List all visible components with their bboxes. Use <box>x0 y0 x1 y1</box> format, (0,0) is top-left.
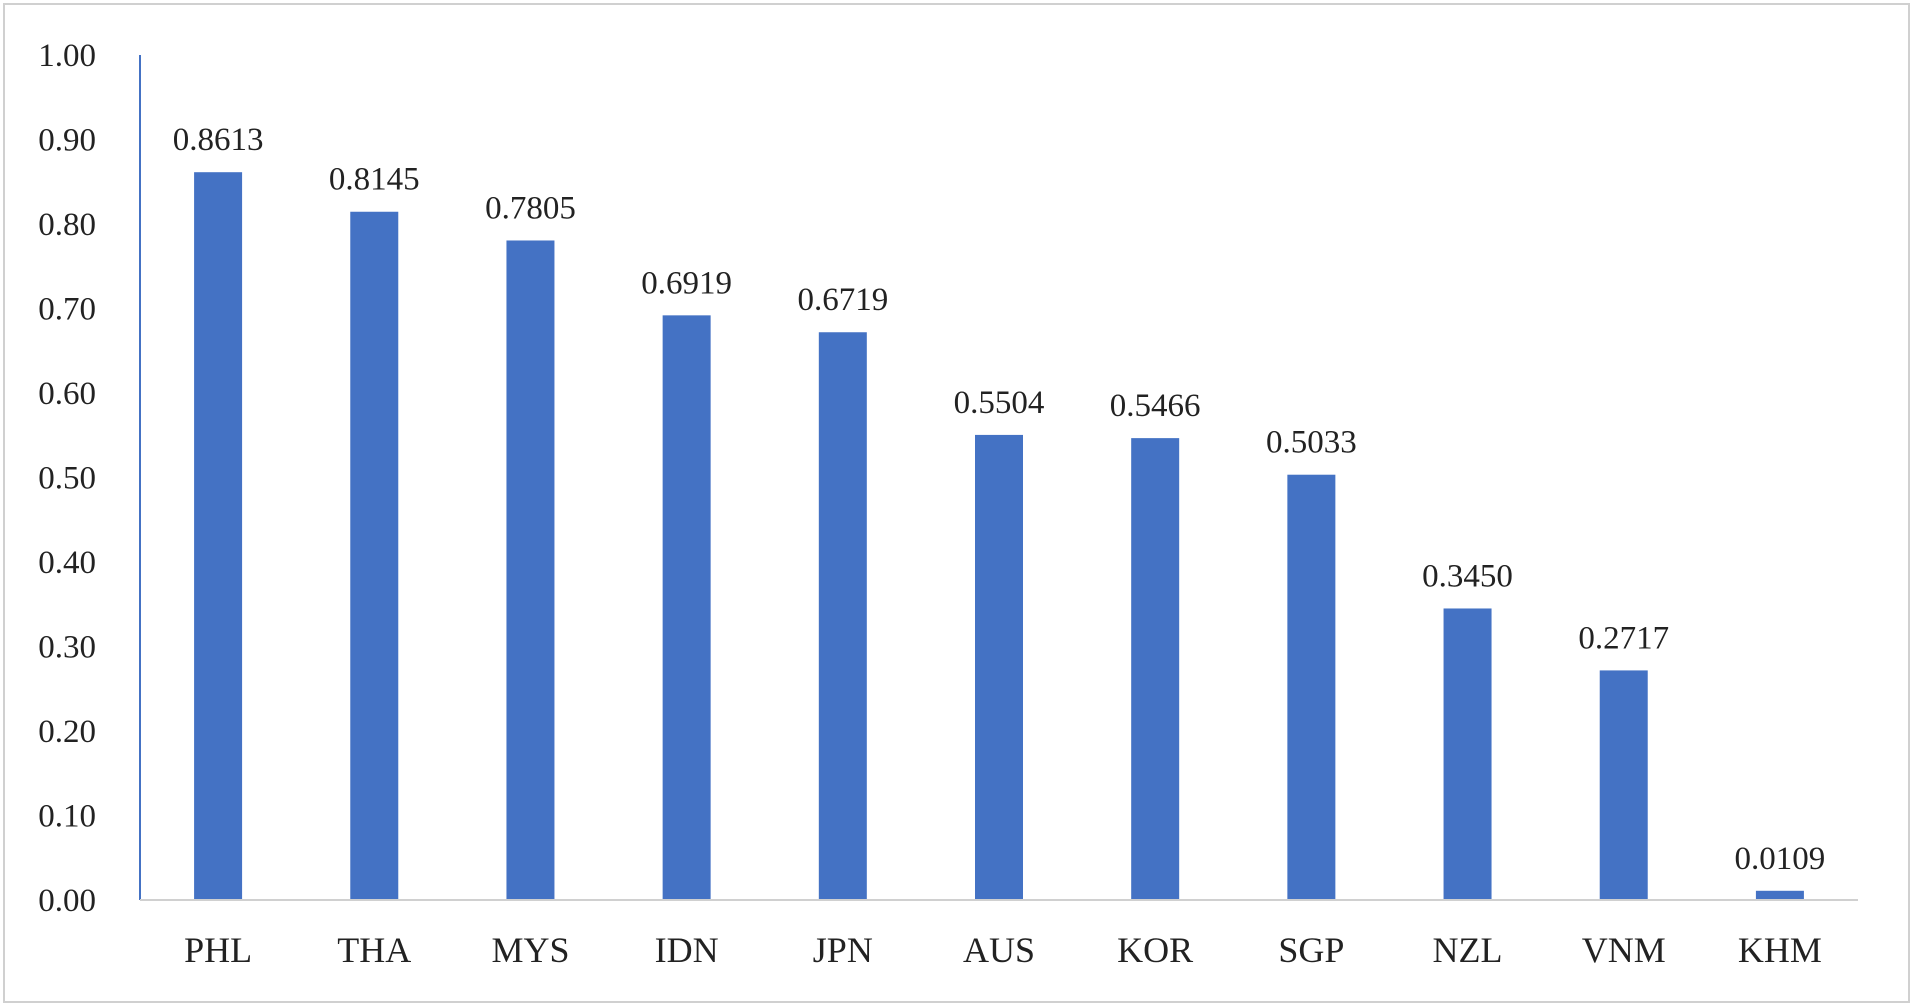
bar-aus <box>975 434 1023 900</box>
bar-vnm <box>1599 670 1648 900</box>
data-label-tha: 0.8145 <box>329 162 420 198</box>
y-axis: 0.00 0.10 0.20 0.30 0.40 0.50 0.60 0.70 0.80 0.90… <box>38 38 141 919</box>
category-label-kor: KOR <box>1117 930 1193 970</box>
bar-idn <box>662 315 711 901</box>
y-tick-label: 0.60 <box>38 376 96 412</box>
category-label-idn: IDN <box>655 930 719 970</box>
bar-sgp <box>1287 474 1336 900</box>
y-tick-label: 0.70 <box>38 292 96 328</box>
category-label-phl: PHL <box>184 930 252 970</box>
bar-jpn <box>818 332 867 900</box>
y-tick-label: 0.40 <box>38 545 96 581</box>
data-label-aus: 0.5504 <box>954 385 1045 421</box>
y-tick-label: 1.00 <box>38 38 96 74</box>
y-tick-label: 0.00 <box>38 883 96 919</box>
category-label-aus: AUS <box>963 930 1035 970</box>
category-label-nzl: NZL <box>1433 930 1503 970</box>
category-label-sgp: SGP <box>1278 930 1344 970</box>
category-label-vnm: VNM <box>1582 930 1666 970</box>
data-label-jpn: 0.6719 <box>797 282 888 318</box>
y-tick-label: 0.20 <box>38 714 96 750</box>
data-label-kor: 0.5466 <box>1110 388 1201 424</box>
data-label-vnm: 0.2717 <box>1578 620 1669 656</box>
data-label-sgp: 0.5033 <box>1266 425 1357 461</box>
y-tick-label: 0.90 <box>38 123 96 159</box>
bars <box>194 172 1804 901</box>
y-tick-label: 0.30 <box>38 630 96 666</box>
bar-phl <box>194 172 243 900</box>
bar-mys <box>506 240 555 901</box>
category-label-tha: THA <box>337 930 411 970</box>
bar-kor <box>1131 438 1180 900</box>
y-tick-label: 0.80 <box>38 207 96 243</box>
bar-khm <box>1755 890 1804 900</box>
category-label-jpn: JPN <box>813 930 873 970</box>
y-tick-label: 0.10 <box>38 799 96 835</box>
bar-nzl <box>1443 608 1492 900</box>
data-labels: 0.8613 0.8145 0.7805 0.6919 0.6719 0.5504 0.54… <box>173 122 1826 877</box>
data-label-idn: 0.6919 <box>641 265 732 301</box>
chart-frame <box>3 3 1910 1003</box>
bar-tha <box>350 211 399 900</box>
x-axis: PHL THA MYS IDN JPN AUS KOR SGP NZL VNM KHM <box>140 899 1858 970</box>
category-label-khm: KHM <box>1738 930 1822 970</box>
data-label-nzl: 0.3450 <box>1422 558 1513 594</box>
data-label-phl: 0.8613 <box>173 122 264 158</box>
data-label-mys: 0.7805 <box>485 190 576 226</box>
data-label-khm: 0.0109 <box>1735 841 1826 877</box>
y-tick-label: 0.50 <box>38 461 96 497</box>
category-label-mys: MYS <box>491 930 569 970</box>
